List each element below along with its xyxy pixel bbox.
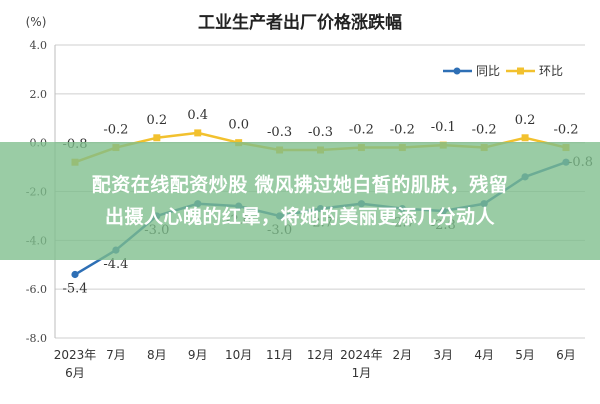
data-label: -0.2	[472, 123, 497, 138]
data-point	[153, 134, 161, 142]
data-point	[194, 129, 202, 137]
x-tick-label: 6月	[556, 348, 576, 362]
x-tick-label: 6月	[65, 366, 85, 380]
overlay-line-1: 配资在线配资炒股 微风拂过她白皙的肌肤，残留	[91, 174, 509, 196]
data-label: -0.2	[390, 123, 415, 138]
y-tick-label: 2.0	[30, 88, 48, 101]
x-axis-ticks: 2023年 6月 7月 8月 9月 10月 11月 12月 2024年 1月 2月 3月 4月 5月 6月	[54, 348, 576, 380]
data-label: -0.3	[308, 125, 333, 140]
data-label: 0.4	[187, 108, 208, 123]
data-label: -0.2	[103, 123, 128, 138]
data-label: -0.3	[267, 125, 292, 140]
data-label: 0.2	[146, 113, 167, 128]
data-label: -4.4	[103, 257, 128, 272]
data-label: -0.2	[349, 123, 374, 138]
overlay-line-2: 出摄人心魄的红晕，将她的美丽更添几分动人	[104, 206, 495, 228]
y-tick-label: -8.0	[26, 332, 47, 345]
legend-marker-mom	[517, 67, 524, 75]
data-label: -5.4	[62, 282, 87, 297]
x-tick-label: 5月	[515, 348, 535, 362]
x-tick-label: 2023年	[54, 348, 97, 362]
y-tick-label: 4.0	[30, 39, 48, 52]
y-tick-label: -6.0	[26, 283, 47, 296]
x-tick-label: 7月	[106, 348, 126, 362]
x-tick-label: 10月	[225, 348, 252, 362]
legend-label-mom: 环比	[539, 64, 563, 78]
x-tick-label: 9月	[188, 348, 208, 362]
x-tick-label: 8月	[147, 348, 167, 362]
x-tick-label: 2月	[393, 348, 413, 362]
legend-label-yoy: 同比	[476, 64, 500, 78]
overlay-banner: 配资在线配资炒股 微风拂过她白皙的肌肤，残留 出摄人心魄的红晕，将她的美丽更添几…	[0, 142, 600, 260]
chart-title: 工业生产者出厂价格涨跌幅	[198, 12, 402, 33]
data-point	[71, 270, 79, 279]
data-label: -0.1	[431, 120, 456, 135]
legend: 同比 环比	[443, 64, 563, 78]
data-label: 0.2	[515, 113, 536, 128]
overlay-text: 配资在线配资炒股 微风拂过她白皙的肌肤，残留 出摄人心魄的红晕，将她的美丽更添几…	[92, 169, 509, 233]
legend-marker-yoy	[453, 67, 461, 75]
x-tick-label: 1月	[352, 366, 372, 380]
x-tick-label: 2024年	[340, 348, 383, 362]
data-label: 0.0	[228, 118, 249, 133]
data-label: -0.2	[553, 123, 578, 138]
data-point	[521, 134, 529, 142]
y-axis-label: (%)	[26, 15, 47, 29]
x-tick-label: 4月	[474, 348, 494, 362]
x-tick-label: 11月	[266, 348, 293, 362]
x-tick-label: 12月	[307, 348, 334, 362]
x-tick-label: 3月	[433, 348, 453, 362]
